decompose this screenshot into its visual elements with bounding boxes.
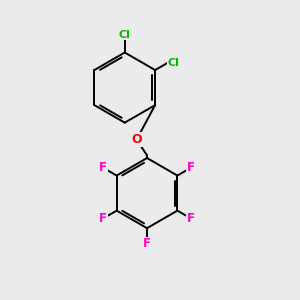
Text: Cl: Cl: [167, 58, 179, 68]
Text: O: O: [131, 133, 142, 146]
Text: F: F: [99, 212, 107, 225]
Text: F: F: [99, 161, 107, 174]
Text: F: F: [187, 161, 195, 174]
Text: F: F: [187, 212, 195, 225]
Text: F: F: [143, 237, 151, 250]
Text: Cl: Cl: [119, 30, 131, 40]
